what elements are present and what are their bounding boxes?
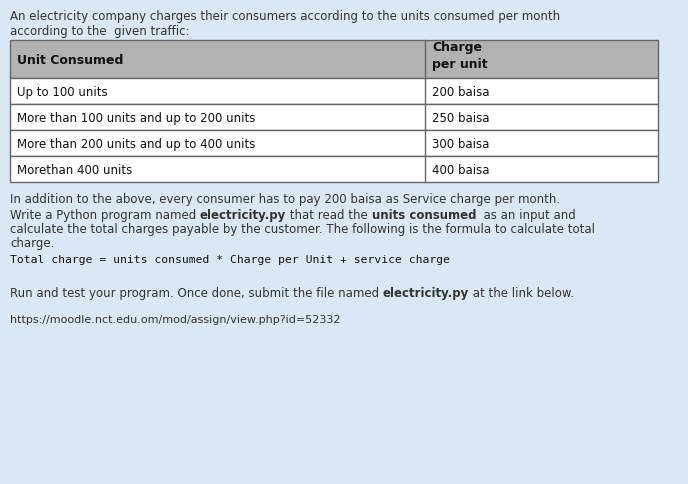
Text: 300 baisa: 300 baisa	[432, 137, 489, 150]
Text: Charge
per unit: Charge per unit	[432, 41, 488, 71]
Text: Run and test your program. Once done, submit the file named: Run and test your program. Once done, su…	[10, 287, 383, 300]
Text: Total charge = units consumed * Charge per Unit + service charge: Total charge = units consumed * Charge p…	[10, 255, 450, 264]
Text: 400 baisa: 400 baisa	[432, 163, 489, 176]
Text: Unit Consumed: Unit Consumed	[17, 53, 123, 66]
Text: units consumed: units consumed	[372, 209, 476, 222]
Text: electricity.py: electricity.py	[383, 287, 469, 300]
Bar	[10, 131, 658, 157]
Text: More than 200 units and up to 400 units: More than 200 units and up to 400 units	[17, 137, 255, 150]
Text: at the link below.: at the link below.	[469, 287, 574, 300]
Text: calculate the total charges payable by the customer. The following is the formul: calculate the total charges payable by t…	[10, 223, 595, 236]
Text: 250 baisa: 250 baisa	[432, 111, 489, 124]
Text: charge.: charge.	[10, 237, 54, 249]
Text: More than 100 units and up to 200 units: More than 100 units and up to 200 units	[17, 111, 255, 124]
Bar	[10, 41, 658, 79]
Text: Morethan 400 units: Morethan 400 units	[17, 163, 132, 176]
Text: https://moodle.nct.edu.om/mod/assign/view.php?id=52332: https://moodle.nct.edu.om/mod/assign/vie…	[10, 314, 341, 324]
Text: that read the: that read the	[286, 209, 372, 222]
Text: 200 baisa: 200 baisa	[432, 85, 489, 98]
Bar	[10, 157, 658, 182]
Bar	[10, 105, 658, 131]
Bar	[10, 79, 658, 105]
Text: Write a Python program named: Write a Python program named	[10, 209, 200, 222]
Text: according to the  given traffic:: according to the given traffic:	[10, 25, 189, 38]
Text: Up to 100 units: Up to 100 units	[17, 85, 107, 98]
Text: electricity.py: electricity.py	[200, 209, 286, 222]
Text: In addition to the above, every consumer has to pay 200 baisa as Service charge : In addition to the above, every consumer…	[10, 193, 560, 206]
Text: as an input and: as an input and	[476, 209, 576, 222]
Text: An electricity company charges their consumers according to the units consumed p: An electricity company charges their con…	[10, 10, 560, 23]
